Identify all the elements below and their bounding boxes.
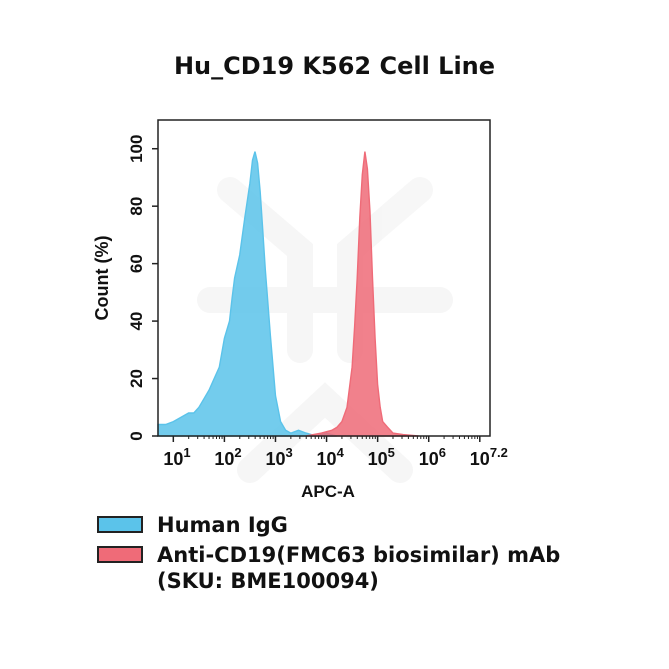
y-tick-label-100: 100 [127,135,146,163]
x-tick-label-6: 107.2 [470,445,508,469]
x-tick-label-2: 103 [265,445,292,469]
series-area-0 [157,151,337,437]
legend: Human IgG Anti-CD19(FMC63 biosimilar) mA… [97,512,587,598]
series-area-1 [305,151,419,437]
legend-swatch-anti-cd19 [97,546,143,563]
y-tick-label-60: 60 [127,254,146,273]
legend-item-anti-cd19: Anti-CD19(FMC63 biosimilar) mAb (SKU: BM… [97,542,587,594]
y-tick-label-20: 20 [127,369,146,388]
chart-title: Hu_CD19 K562 Cell Line [173,52,496,80]
x-tick-label-1: 102 [214,445,241,469]
y-tick-label-40: 40 [127,312,146,331]
x-tick-label-0: 101 [163,445,190,469]
x-axis-label: APC-A [301,482,355,501]
legend-label-anti-cd19: Anti-CD19(FMC63 biosimilar) mAb (SKU: BM… [157,543,561,593]
y-tick-label-0: 0 [127,431,146,440]
x-tick-label-3: 104 [317,445,345,469]
legend-label-human-igg: Human IgG [157,513,288,537]
legend-swatch-human-igg [97,516,143,533]
y-tick-label-80: 80 [127,197,146,216]
legend-item-human-igg: Human IgG [97,512,587,538]
y-axis-label: Count (%) [92,236,112,321]
x-tick-label-5: 106 [419,445,446,469]
